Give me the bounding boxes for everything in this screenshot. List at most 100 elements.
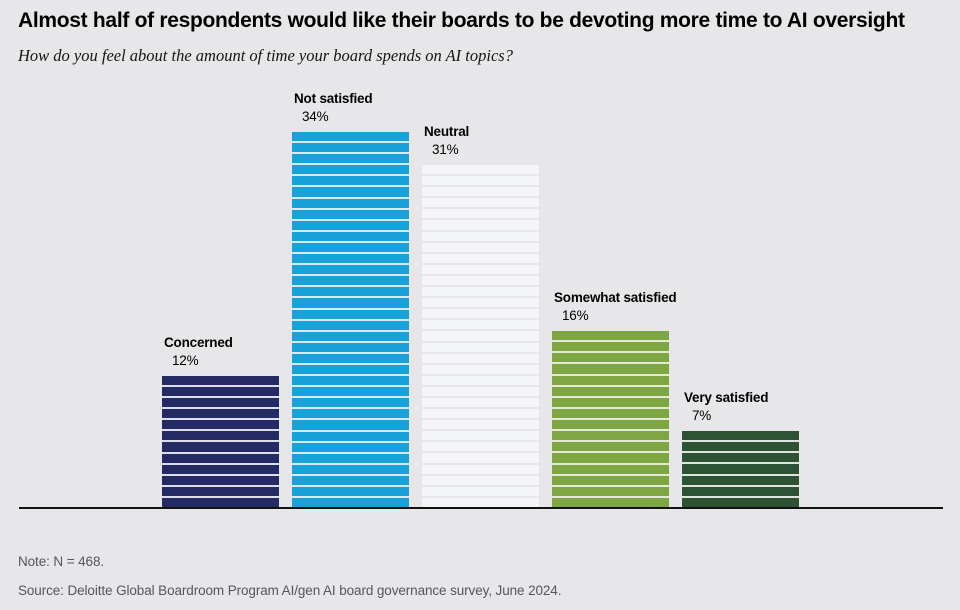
bar-neutral: Neutral 31%: [422, 124, 539, 507]
bar-segment: [682, 475, 799, 485]
bar-segment: [292, 187, 409, 197]
bar-segment: [422, 353, 539, 363]
bar-segment: [292, 431, 409, 441]
bar-segment: [292, 331, 409, 341]
bar-segment: [552, 442, 669, 452]
bar-segment: [422, 176, 539, 186]
bar-segment: [292, 498, 409, 508]
bar-segment: [292, 453, 409, 463]
bar-segment: [292, 143, 409, 153]
bar-label-block-concerned: Concerned 12%: [164, 335, 233, 369]
bar-segment: [422, 231, 539, 241]
bar-category-label: Very satisfied: [684, 390, 769, 405]
bar-value-label: 16%: [562, 308, 589, 323]
bar-segment: [422, 264, 539, 274]
bar-segment: [422, 464, 539, 474]
bar-segment: [422, 475, 539, 485]
bar-segment: [422, 431, 539, 441]
bar-segment: [682, 464, 799, 474]
bar-segment: [682, 442, 799, 452]
bar-value-label: 34%: [302, 109, 329, 124]
bar-segment: [422, 364, 539, 374]
bar-segment: [292, 353, 409, 363]
source-text: Source: Deloitte Global Boardroom Progra…: [18, 583, 562, 598]
bar-segment: [422, 187, 539, 197]
bar-segment: [422, 409, 539, 419]
bar-segment: [292, 265, 409, 275]
bar-segment: [292, 442, 409, 452]
bar-segment: [552, 464, 669, 474]
bar-segment: [422, 453, 539, 463]
bar-segment: [552, 386, 669, 396]
bar-category-label: Neutral: [424, 124, 470, 139]
bar-very-satisfied: Very satisfied 7%: [682, 390, 799, 507]
bar-segment: [292, 464, 409, 474]
bar-segment: [552, 353, 669, 363]
bar-segment: [422, 331, 539, 341]
bar-segment: [682, 431, 799, 441]
chart-title: Almost half of respondents would like th…: [18, 9, 905, 32]
bar-category-label: Concerned: [164, 335, 233, 350]
bar-segment: [422, 309, 539, 319]
bar-segment: [422, 275, 539, 286]
bar-segment: [162, 409, 279, 419]
bar-segment: [292, 387, 409, 397]
bar-segment: [292, 376, 409, 386]
bar-label-block-very-satisfied: Very satisfied 7%: [684, 390, 768, 424]
bar-segment: [552, 364, 669, 374]
bar-segment: [422, 397, 539, 408]
bar-segment: [422, 375, 539, 385]
bar-segment: [292, 342, 409, 352]
bar-segment: [422, 209, 539, 219]
bar-category-label: Somewhat satisfied: [554, 290, 677, 305]
bar-segment: [162, 497, 279, 507]
bar-segment: [422, 442, 539, 452]
bar-segment: [162, 387, 279, 397]
bar-segment: [292, 298, 409, 308]
bar-value-label: 12%: [172, 353, 199, 368]
bar-segment: [292, 154, 409, 164]
bar-segment: [292, 287, 409, 297]
bar-segment: [292, 364, 409, 375]
bar-segment: [162, 420, 279, 430]
bar-segment: [422, 287, 539, 297]
bar-value-label: 7%: [692, 408, 712, 423]
bar-segment: [552, 475, 669, 485]
bar-segment: [552, 486, 669, 496]
bar-segment: [552, 497, 669, 507]
bar-segment: [292, 309, 409, 319]
bar-segment: [422, 342, 539, 352]
bar-segment: [292, 320, 409, 330]
bar-segment: [422, 298, 539, 308]
bar-segment: [292, 487, 409, 497]
x-axis-baseline: [19, 507, 943, 509]
bar-segment: [422, 497, 539, 507]
bar-segment: [422, 198, 539, 208]
bar-segment: [292, 176, 409, 186]
bar-segment: [552, 342, 669, 352]
note-text: Note: N = 468.: [18, 554, 105, 569]
bar-not-satisfied: Not satisfied 34%: [292, 91, 409, 508]
bar-segment: [292, 420, 409, 430]
bar-segment: [422, 420, 539, 430]
bar-segment: [292, 409, 409, 419]
bar-segment: [292, 165, 409, 175]
bar-segment: [422, 242, 539, 252]
bar-segment: [422, 486, 539, 496]
bar-segment: [682, 486, 799, 496]
bar-segment: [422, 386, 539, 396]
bar-segment: [552, 431, 669, 441]
bar-label-block-neutral: Neutral 31%: [424, 124, 469, 158]
bar-somewhat-satisfied: Somewhat satisfied 16%: [552, 290, 677, 507]
bar-value-label: 31%: [432, 142, 459, 157]
bar-segment: [162, 475, 279, 485]
bar-segment: [422, 253, 539, 263]
bar-segment: [552, 420, 669, 430]
bar-segment: [162, 431, 279, 441]
bar-segment: [552, 408, 669, 418]
bar-segment: [552, 453, 669, 463]
bar-segment: [552, 331, 669, 341]
bar-segment: [552, 375, 669, 385]
bar-segment: [292, 398, 409, 408]
